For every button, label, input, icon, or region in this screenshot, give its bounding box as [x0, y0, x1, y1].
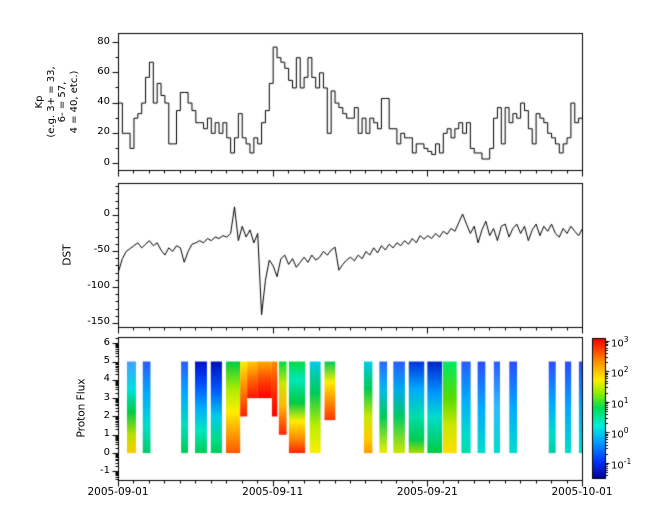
x-tick-label: 2005-09-01	[87, 486, 149, 498]
x-tick-label: 2005-10-01	[551, 486, 613, 498]
colorbar	[592, 338, 605, 478]
kp-y-tick-label: 0	[103, 156, 110, 168]
kp-y-tick-label: 20	[97, 126, 110, 138]
colorbar-tick-label: 10-1	[611, 457, 632, 472]
proton_flux-y-tick-label: 2	[103, 409, 110, 421]
colorbar-tick-label: 103	[611, 335, 629, 350]
dst-y-tick-label: -50	[93, 244, 110, 256]
colorbar-tick-label: 100	[611, 426, 629, 441]
proton_flux-y-tick-label: 0	[103, 446, 110, 458]
colorbar-tick-label: 102	[611, 365, 629, 380]
kp-y-tick-label: 40	[97, 96, 110, 108]
dst-y-tick-label: -150	[87, 316, 110, 328]
x-tick-label: 2005-09-21	[396, 486, 458, 498]
proton_flux-y-tick-label: 4	[103, 373, 110, 385]
dst-y-tick-label: 0	[103, 208, 110, 220]
proton_flux-y-tick-label: 5	[103, 355, 110, 367]
x-tick-label: 2005-09-11	[242, 486, 304, 498]
colorbar-tick-label: 101	[611, 396, 629, 411]
dst-y-tick-label: -100	[87, 280, 110, 292]
proton_flux-y-tick-label: -1	[100, 464, 110, 476]
kp-y-tick-label: 80	[97, 35, 110, 47]
dst-panel	[118, 183, 582, 327]
proton-flux-panel	[118, 337, 582, 480]
proton_flux-y-tick-label: 1	[103, 428, 110, 440]
proton_flux-y-tick-label: 6	[103, 336, 110, 348]
kp-y-tick-label: 60	[97, 65, 110, 77]
kp-panel	[118, 33, 582, 170]
proton_flux-y-tick-label: 3	[103, 391, 110, 403]
